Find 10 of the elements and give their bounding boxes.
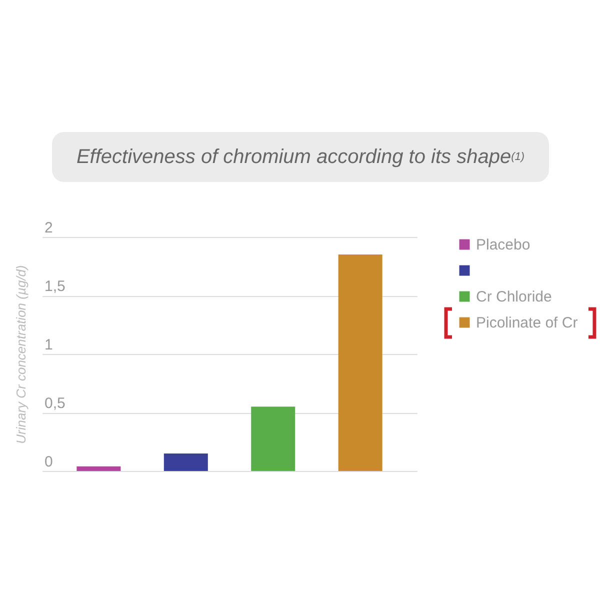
- y-tick-label: 1,5: [44, 278, 66, 295]
- chart-title: Effectiveness of chromium according to its shape$^{(1)}$: [52, 132, 549, 182]
- legend-label: Picolinate of Cr: [476, 314, 578, 332]
- y-tick-label: 2: [44, 220, 53, 236]
- y-tick-label: 0,5: [44, 395, 66, 412]
- legend-label: Placebo: [476, 236, 530, 254]
- y-axis-title: Urinary Cr concentration (µg/d): [14, 265, 28, 444]
- y-tick-label: 0: [44, 454, 53, 470]
- legend-label: Cr Chloride: [476, 288, 552, 306]
- y-tick-label: 1: [44, 336, 53, 354]
